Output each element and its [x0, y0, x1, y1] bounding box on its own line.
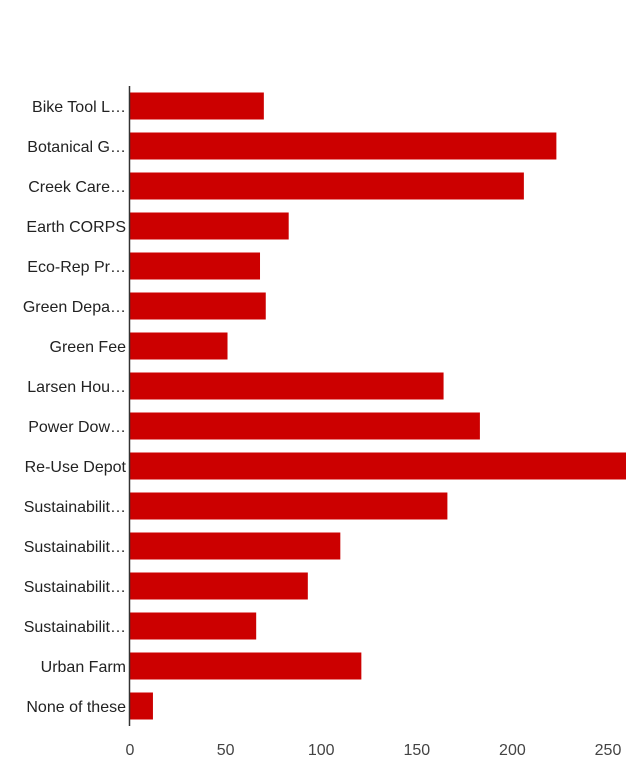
x-tick-label: 100	[308, 742, 335, 759]
x-tick-label: 50	[217, 742, 235, 759]
bar	[130, 572, 308, 600]
bar	[130, 212, 289, 240]
category-label: Eco-Rep Pr…	[27, 259, 126, 276]
x-tick-label: 250	[595, 742, 622, 759]
category-label: Creek Care…	[28, 179, 126, 196]
bar	[130, 292, 266, 320]
category-label: Botanical G…	[27, 139, 126, 156]
bar	[130, 492, 448, 520]
category-label: Green Fee	[50, 339, 127, 356]
bar	[130, 412, 480, 440]
category-label: Re-Use Depot	[25, 459, 127, 476]
bar	[130, 532, 341, 560]
category-label: Sustainabilit…	[24, 619, 126, 636]
category-label: Larsen Hou…	[27, 379, 126, 396]
x-tick-label: 200	[499, 742, 526, 759]
x-tick-labels: 0 50 100 150 200 250	[126, 742, 622, 759]
bar	[130, 372, 444, 400]
bar	[130, 652, 362, 680]
bar	[130, 332, 228, 360]
bar	[130, 92, 264, 120]
category-labels: Bike Tool L… Botanical G… Creek Care… Earth…	[23, 99, 127, 716]
bar	[130, 172, 524, 200]
bar	[130, 132, 557, 160]
bar	[130, 252, 261, 280]
category-label: Green Depa…	[23, 299, 126, 316]
bar	[130, 612, 257, 640]
bar	[130, 692, 153, 720]
category-label: Urban Farm	[41, 659, 126, 676]
x-tick-label: 0	[126, 742, 135, 759]
category-label: Sustainabilit…	[24, 539, 126, 556]
category-label: None of these	[26, 699, 126, 716]
bars-layer	[130, 92, 626, 720]
x-tick-label: 150	[403, 742, 430, 759]
category-label: Earth CORPS	[26, 219, 126, 236]
bar	[130, 452, 626, 480]
category-label: Power Dow…	[28, 419, 126, 436]
category-label: Sustainabilit…	[24, 579, 126, 596]
category-label: Sustainabilit…	[24, 499, 126, 516]
category-label: Bike Tool L…	[32, 99, 126, 116]
